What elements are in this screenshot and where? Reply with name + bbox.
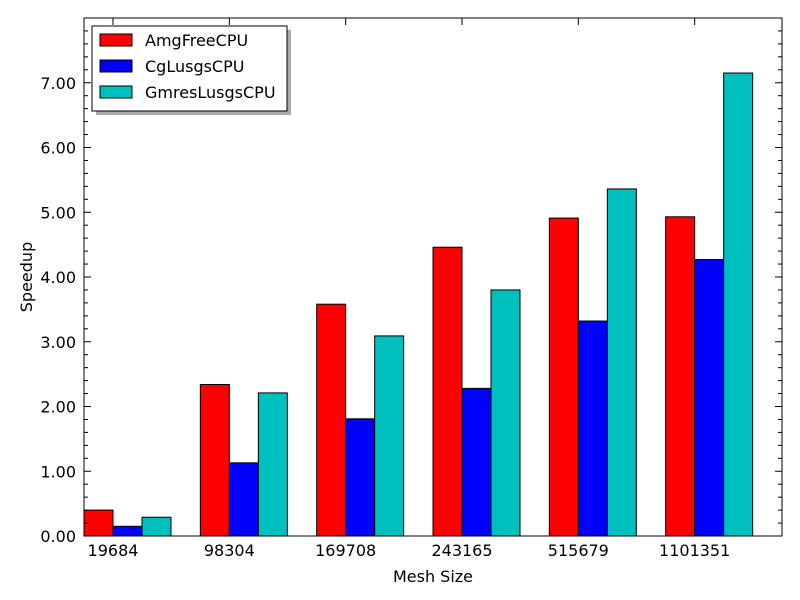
bar-CgLusgsCPU-515679	[577, 320, 608, 537]
bar-AmgFreeCPU-515679	[548, 217, 579, 537]
legend-label-GmresLusgsCPU: GmresLusgsCPU	[145, 83, 276, 102]
bar-CgLusgsCPU-19684	[112, 525, 143, 537]
bar-AmgFreeCPU-19684	[83, 509, 114, 537]
bar-AmgFreeCPU-1101351	[665, 216, 696, 537]
legend: AmgFreeCPU CgLusgsCPU GmresLusgsCPU	[91, 25, 291, 115]
x-axis-label: Mesh Size	[393, 567, 473, 586]
bar-GmresLusgsCPU-1101351	[723, 72, 754, 537]
x-tick-label: 1101351	[659, 541, 730, 560]
bar-CgLusgsCPU-1101351	[694, 259, 725, 537]
y-tick-label: 0.00	[40, 527, 76, 546]
y-tick-label: 7.00	[40, 74, 76, 93]
bar-GmresLusgsCPU-515679	[606, 188, 637, 537]
legend-swatch-AmgFreeCPU	[99, 33, 133, 47]
bar-GmresLusgsCPU-243165	[490, 289, 521, 537]
x-tick-label: 515679	[548, 541, 609, 560]
y-tick-label: 5.00	[40, 203, 76, 222]
x-axis-ticks: 19684 98304 169708 243165 515679 1101351	[88, 18, 730, 560]
bar-CgLusgsCPU-243165	[461, 387, 492, 537]
y-axis-ticks: 0.00 1.00 2.00 3.00 4.00 5.00 6.00 7.00	[40, 17, 782, 546]
bar-CgLusgsCPU-98304	[228, 462, 259, 537]
y-tick-label: 4.00	[40, 268, 76, 287]
y-tick-label: 3.00	[40, 333, 76, 352]
bar-AmgFreeCPU-169708	[316, 303, 347, 537]
legend-swatch-GmresLusgsCPU	[99, 85, 133, 99]
bar-AmgFreeCPU-243165	[432, 246, 463, 537]
x-tick-label: 19684	[88, 541, 139, 560]
legend-label-AmgFreeCPU: AmgFreeCPU	[145, 31, 248, 50]
legend-label-CgLusgsCPU: CgLusgsCPU	[145, 57, 244, 76]
y-tick-label: 2.00	[40, 398, 76, 417]
bar-GmresLusgsCPU-169708	[374, 335, 405, 537]
bar-CgLusgsCPU-169708	[345, 418, 376, 537]
bar-GmresLusgsCPU-19684	[141, 516, 172, 537]
x-tick-label: 98304	[204, 541, 255, 560]
x-tick-label: 169708	[315, 541, 376, 560]
y-axis-label: Speedup	[17, 242, 36, 312]
y-tick-label: 1.00	[40, 462, 76, 481]
legend-swatch-CgLusgsCPU	[99, 59, 133, 73]
x-tick-label: 243165	[431, 541, 492, 560]
bars-layer	[83, 72, 754, 537]
bar-AmgFreeCPU-98304	[199, 383, 230, 537]
y-tick-label: 6.00	[40, 139, 76, 158]
bar-GmresLusgsCPU-98304	[257, 392, 288, 537]
